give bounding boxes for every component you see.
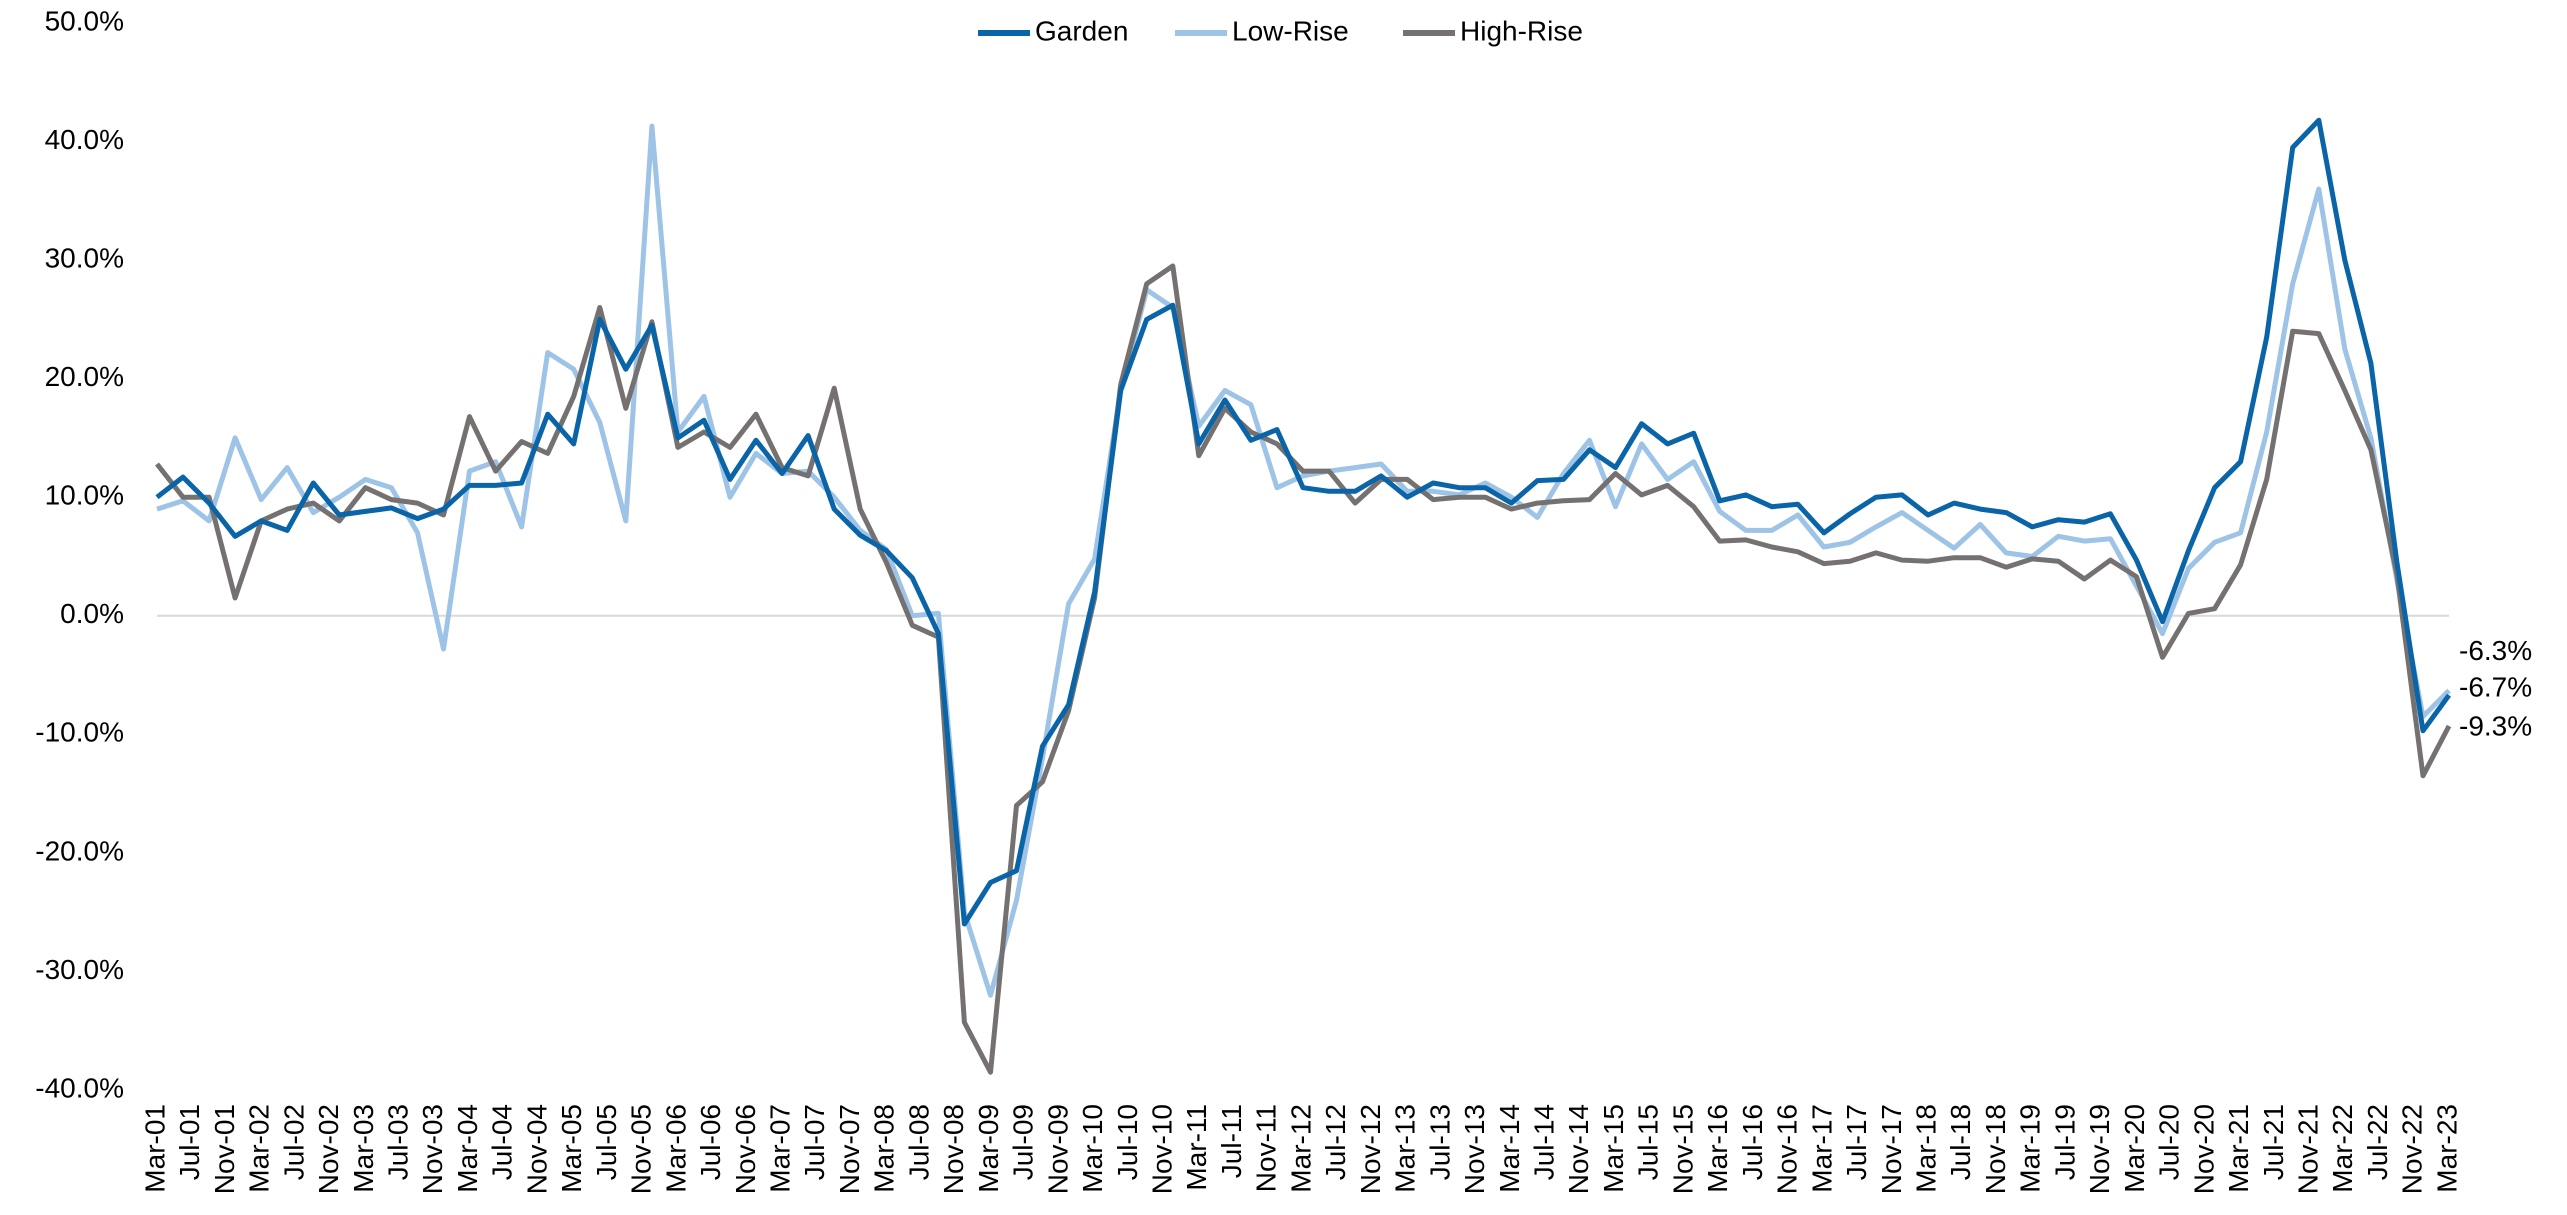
x-tick-label: Nov-16 xyxy=(1772,1104,1803,1194)
x-tick-label: Nov-04 xyxy=(521,1104,552,1194)
x-tick-label: Mar-18 xyxy=(1910,1104,1941,1193)
x-tick-label: Nov-02 xyxy=(313,1104,344,1194)
y-tick-label: 10.0% xyxy=(45,480,124,511)
y-tick-label: 50.0% xyxy=(45,5,124,36)
x-tick-label: Mar-13 xyxy=(1390,1104,1421,1193)
x-tick-label: Mar-08 xyxy=(869,1104,900,1193)
x-tick-label: Mar-14 xyxy=(1494,1104,1525,1193)
x-tick-label: Nov-15 xyxy=(1667,1104,1698,1194)
x-tick-label: Jul-10 xyxy=(1112,1104,1143,1180)
x-tick-label: Jul-18 xyxy=(1945,1104,1976,1180)
series-line xyxy=(155,117,2452,927)
x-tick-label: Nov-17 xyxy=(1876,1104,1907,1194)
x-tick-label: Jul-02 xyxy=(278,1104,309,1180)
x-tick-label: Jul-04 xyxy=(487,1104,518,1180)
y-tick-label: -10.0% xyxy=(35,717,124,748)
x-tick-label: Mar-22 xyxy=(2327,1104,2358,1193)
y-tick-label: 40.0% xyxy=(45,124,124,155)
data-label: -9.3% xyxy=(2459,710,2532,741)
series-line xyxy=(156,123,2451,998)
x-tick-label: Mar-19 xyxy=(2015,1104,2046,1193)
x-tick-label: Nov-20 xyxy=(2188,1104,2219,1194)
x-tick-label: Mar-20 xyxy=(2119,1104,2150,1193)
x-tick-label: Mar-15 xyxy=(1598,1104,1629,1193)
x-tick-label: Nov-18 xyxy=(1980,1104,2011,1194)
legend-label: Low-Rise xyxy=(1232,15,1349,46)
x-tick-label: Mar-02 xyxy=(244,1104,275,1193)
x-tick-label: Jul-19 xyxy=(2049,1104,2080,1180)
y-tick-label: 0.0% xyxy=(60,598,124,629)
x-tick-label: Jul-22 xyxy=(2362,1104,2393,1180)
x-tick-label: Mar-10 xyxy=(1077,1104,1108,1193)
x-tick-label: Mar-23 xyxy=(2431,1104,2462,1193)
x-tick-label: Jul-12 xyxy=(1320,1104,1351,1180)
x-tick-label: Mar-12 xyxy=(1285,1104,1316,1193)
x-tick-label: Jul-09 xyxy=(1008,1104,1039,1180)
x-tick-label: Mar-05 xyxy=(556,1104,587,1193)
x-tick-label: Nov-21 xyxy=(2292,1104,2323,1194)
x-tick-label: Mar-03 xyxy=(348,1104,379,1193)
x-tick-label: Nov-13 xyxy=(1459,1104,1490,1194)
x-tick-label: Jul-17 xyxy=(1841,1104,1872,1180)
x-tick-label: Nov-08 xyxy=(938,1104,969,1194)
x-tick-label: Nov-22 xyxy=(2397,1104,2428,1194)
y-tick-label: -20.0% xyxy=(35,835,124,866)
x-tick-label: Nov-10 xyxy=(1146,1104,1177,1194)
series-line xyxy=(155,263,2452,1075)
x-tick-label: Mar-16 xyxy=(1702,1104,1733,1193)
x-tick-label: Mar-17 xyxy=(1806,1104,1837,1193)
x-tick-label: Jul-20 xyxy=(2154,1104,2185,1180)
x-tick-label: Jul-03 xyxy=(382,1104,413,1180)
x-tick-label: Nov-05 xyxy=(626,1104,657,1194)
x-tick-label: Mar-21 xyxy=(2223,1104,2254,1193)
x-tick-label: Jul-08 xyxy=(903,1104,934,1180)
x-tick-label: Nov-14 xyxy=(1563,1104,1594,1194)
y-tick-label: -40.0% xyxy=(35,1072,124,1103)
x-tick-label: Jul-21 xyxy=(2258,1104,2289,1180)
x-tick-label: Mar-07 xyxy=(764,1104,795,1193)
x-tick-label: Jul-05 xyxy=(591,1104,622,1180)
x-tick-label: Mar-04 xyxy=(452,1104,483,1193)
y-tick-label: 30.0% xyxy=(45,243,124,274)
data-label: -6.3% xyxy=(2459,635,2532,666)
x-tick-label: Nov-03 xyxy=(417,1104,448,1194)
x-tick-label: Jul-06 xyxy=(695,1104,726,1180)
x-tick-label: Jul-16 xyxy=(1737,1104,1768,1180)
x-tick-label: Jul-11 xyxy=(1216,1104,1247,1178)
x-tick-label: Jul-07 xyxy=(799,1104,830,1180)
y-tick-label: -30.0% xyxy=(35,954,124,985)
legend-label: High-Rise xyxy=(1460,15,1583,46)
data-label: -6.7% xyxy=(2459,672,2532,703)
x-tick-label: Nov-12 xyxy=(1355,1104,1386,1194)
x-tick-label: Jul-14 xyxy=(1528,1104,1559,1180)
x-tick-label: Mar-01 xyxy=(139,1104,170,1193)
x-tick-label: Mar-06 xyxy=(660,1104,691,1193)
y-tick-label: 20.0% xyxy=(45,361,124,392)
x-tick-label: Jul-13 xyxy=(1424,1104,1455,1180)
x-tick-label: Nov-09 xyxy=(1042,1104,1073,1194)
x-tick-label: Nov-06 xyxy=(730,1104,761,1194)
x-tick-label: Jul-15 xyxy=(1633,1104,1664,1180)
legend-label: Garden xyxy=(1035,15,1128,46)
x-tick-label: Mar-11 xyxy=(1181,1104,1212,1191)
x-tick-label: Jul-01 xyxy=(174,1104,205,1180)
x-tick-label: Nov-11 xyxy=(1251,1104,1282,1192)
x-tick-label: Nov-07 xyxy=(834,1104,865,1194)
x-tick-label: Mar-09 xyxy=(973,1104,1004,1193)
x-tick-label: Nov-01 xyxy=(209,1104,240,1194)
x-tick-label: Nov-19 xyxy=(2084,1104,2115,1194)
